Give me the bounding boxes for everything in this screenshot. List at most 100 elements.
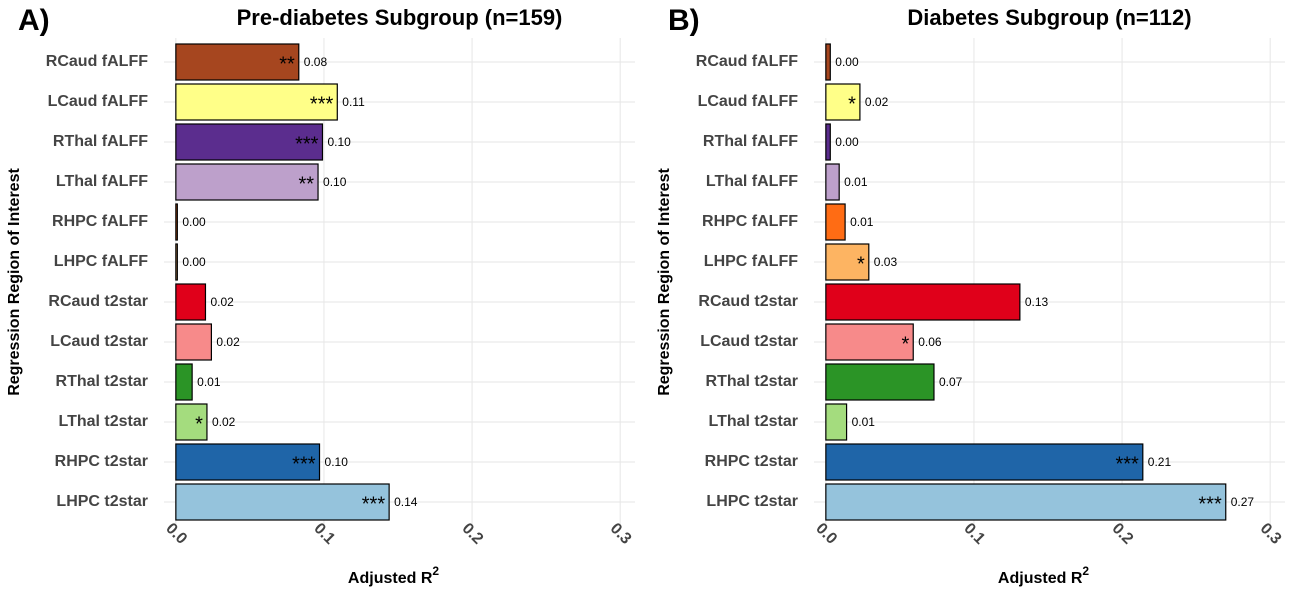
value-label: 0.02 [212,415,236,429]
significance-label: ** [279,53,295,75]
significance-label: * [857,253,865,275]
bar [175,123,324,161]
significance-label: * [901,333,909,355]
panel-label: B) [668,4,700,37]
bar [825,323,914,361]
bar [825,163,840,201]
value-label: 0.01 [852,415,876,429]
bar [175,483,390,521]
y-tick-label: LThal t2star [59,413,149,430]
panel: A) Pre-diabetes Subgroup (n=159) 0.0 0.1 0.2… [6,4,635,587]
bar [175,283,207,321]
value-label: 0.03 [874,255,898,269]
bar [825,203,846,241]
x-tick-label: 0.3 [1257,520,1285,548]
x-tick-label: 0.1 [960,520,988,548]
x-axis-title: Adjusted R2 [998,564,1089,587]
value-label: 0.00 [182,255,206,269]
significance-label: *** [1115,453,1139,475]
significance-label: *** [310,93,334,115]
bar [175,323,212,361]
y-tick-label: LCaud fALFF [48,93,149,110]
bar [825,363,935,401]
significance-label: *** [295,133,319,155]
x-axis-title-text: Adjusted R [998,570,1083,587]
y-tick-label: RHPC fALFF [52,213,148,230]
chart-title: Diabetes Subgroup (n=112) [907,5,1191,30]
value-label: 0.10 [325,455,349,469]
x-tick-label: 0.2 [1109,520,1137,548]
bar [175,403,208,441]
y-tick-label: LThal fALFF [56,173,148,190]
value-label: 0.02 [210,295,234,309]
significance-label: *** [362,493,386,515]
y-tick-label: RCaud t2star [698,293,798,310]
significance-label: * [848,93,856,115]
y-axis-title: Regression Region of Interest [6,168,23,396]
x-tick-label: 0.1 [310,520,338,548]
x-axis-title-text: Adjusted R [348,570,433,587]
y-tick-label: LHPC fALFF [704,253,798,270]
value-label: 0.01 [197,375,221,389]
x-tick-label: 0.0 [812,520,840,548]
bar [825,123,831,161]
bar [175,43,300,81]
y-axis-title: Regression Region of Interest [656,168,673,396]
value-label: 0.14 [394,495,418,509]
y-tick-label: LHPC t2star [706,493,798,510]
y-tick-label: LThal fALFF [706,173,798,190]
y-tick-label: RThal t2star [56,373,148,390]
y-tick-label: RHPC t2star [705,453,798,470]
value-label: 0.00 [835,135,859,149]
panel: B) Diabetes Subgroup (n=112) 0.0 0.1 0.2 0.3 R… [656,4,1285,587]
bar [175,203,178,241]
bar [825,483,1227,521]
bar [175,363,193,401]
y-tick-label: LCaud fALFF [698,93,799,110]
y-tick-label: RThal t2star [706,373,798,390]
value-label: 0.02 [865,95,889,109]
x-tick-label: 0.2 [459,520,487,548]
value-label: 0.13 [1025,295,1049,309]
value-label: 0.27 [1231,495,1255,509]
x-axis-title-superscript: 2 [1082,564,1089,578]
x-axis-title-superscript: 2 [432,564,439,578]
y-tick-label: RThal fALFF [53,133,148,150]
value-label: 0.10 [327,135,351,149]
y-tick-label: LThal t2star [709,413,799,430]
y-tick-label: RCaud fALFF [46,53,148,70]
bar [825,83,861,121]
significance-label: *** [292,453,316,475]
x-tick-label: 0.3 [607,520,635,548]
value-label: 0.10 [323,175,347,189]
bar [175,163,319,201]
value-label: 0.06 [918,335,942,349]
bar [175,443,321,481]
bar [175,83,338,121]
value-label: 0.11 [342,95,365,109]
bar [825,403,848,441]
value-label: 0.02 [216,335,240,349]
value-label: 0.00 [835,55,859,69]
panel-label: A) [18,4,50,37]
value-label: 0.21 [1148,455,1172,469]
bar [175,243,178,281]
value-label: 0.01 [850,215,874,229]
value-label: 0.01 [844,175,868,189]
value-label: 0.07 [939,375,963,389]
chart-title: Pre-diabetes Subgroup (n=159) [237,5,563,30]
x-axis-title: Adjusted R2 [348,564,439,587]
x-tick-label: 0.0 [162,520,190,548]
bar [825,243,870,281]
bar [825,443,1144,481]
y-tick-label: LCaud t2star [700,333,798,350]
value-label: 0.08 [304,55,328,69]
y-tick-label: LHPC t2star [56,493,148,510]
significance-label: ** [298,173,314,195]
significance-label: *** [1198,493,1222,515]
y-tick-label: LCaud t2star [50,333,148,350]
y-tick-label: RHPC t2star [55,453,148,470]
bar [825,283,1021,321]
value-label: 0.00 [182,215,206,229]
